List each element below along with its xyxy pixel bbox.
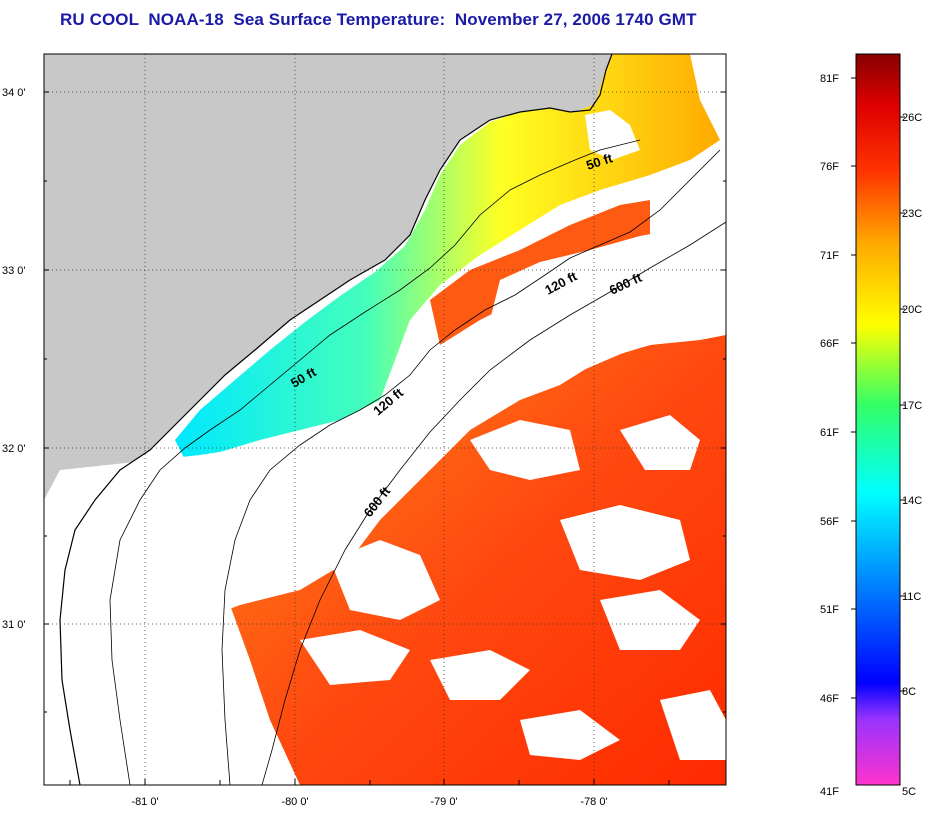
- land-mass: [44, 54, 612, 785]
- colorbar-f-71: 71F: [820, 250, 839, 262]
- map-title: RU COOL NOAA-18 Sea Surface Temperature:…: [60, 10, 697, 29]
- colorbar: 81F 76F 71F 66F 61F 56F 51F 46F 41F 26C …: [820, 53, 922, 798]
- colorbar-gradient: [855, 53, 901, 786]
- cloud-mask: [44, 110, 726, 785]
- colorbar-c-8: 8C: [902, 686, 916, 698]
- colorbar-f-51: 51F: [820, 604, 839, 616]
- colorbar-f-41: 41F: [820, 786, 839, 798]
- lat-label-33: 33 0': [2, 265, 26, 277]
- colorbar-c-20: 20C: [902, 304, 922, 316]
- isobath-50ft: [109, 139, 641, 785]
- colorbar-c-26: 26C: [902, 112, 922, 124]
- colorbar-c-11: 11C: [902, 591, 921, 603]
- lon-label-78: -78 0': [580, 796, 607, 808]
- sst-shelf-band: [175, 54, 720, 460]
- colorbar-c-23: 23C: [902, 208, 922, 220]
- colorbar-f-61: 61F: [820, 427, 839, 439]
- lat-label-31: 31 0': [2, 619, 26, 631]
- colorbar-c-14: 14C: [902, 495, 922, 507]
- colorbar-c-5: 5C: [902, 786, 916, 798]
- coastline: [59, 54, 613, 785]
- lat-label-32: 32 0': [2, 443, 26, 455]
- colorbar-f-81: 81F: [820, 73, 839, 85]
- axis-ticks: [44, 91, 726, 785]
- lon-label-81: -81 0': [131, 796, 158, 808]
- graticule: [44, 54, 726, 785]
- colorbar-f-56: 56F: [820, 516, 839, 528]
- lon-label-79: -79 0': [430, 796, 457, 808]
- colorbar-f-76: 76F: [820, 161, 839, 173]
- colorbar-f-46: 46F: [820, 693, 839, 705]
- isobath-120ft: [221, 149, 721, 785]
- colorbar-f-66: 66F: [820, 338, 839, 350]
- colorbar-c-17: 17C: [902, 400, 922, 412]
- plot-frame: [43, 53, 727, 786]
- lat-label-34: 34 0': [2, 87, 26, 99]
- lon-label-80: -80 0': [281, 796, 308, 808]
